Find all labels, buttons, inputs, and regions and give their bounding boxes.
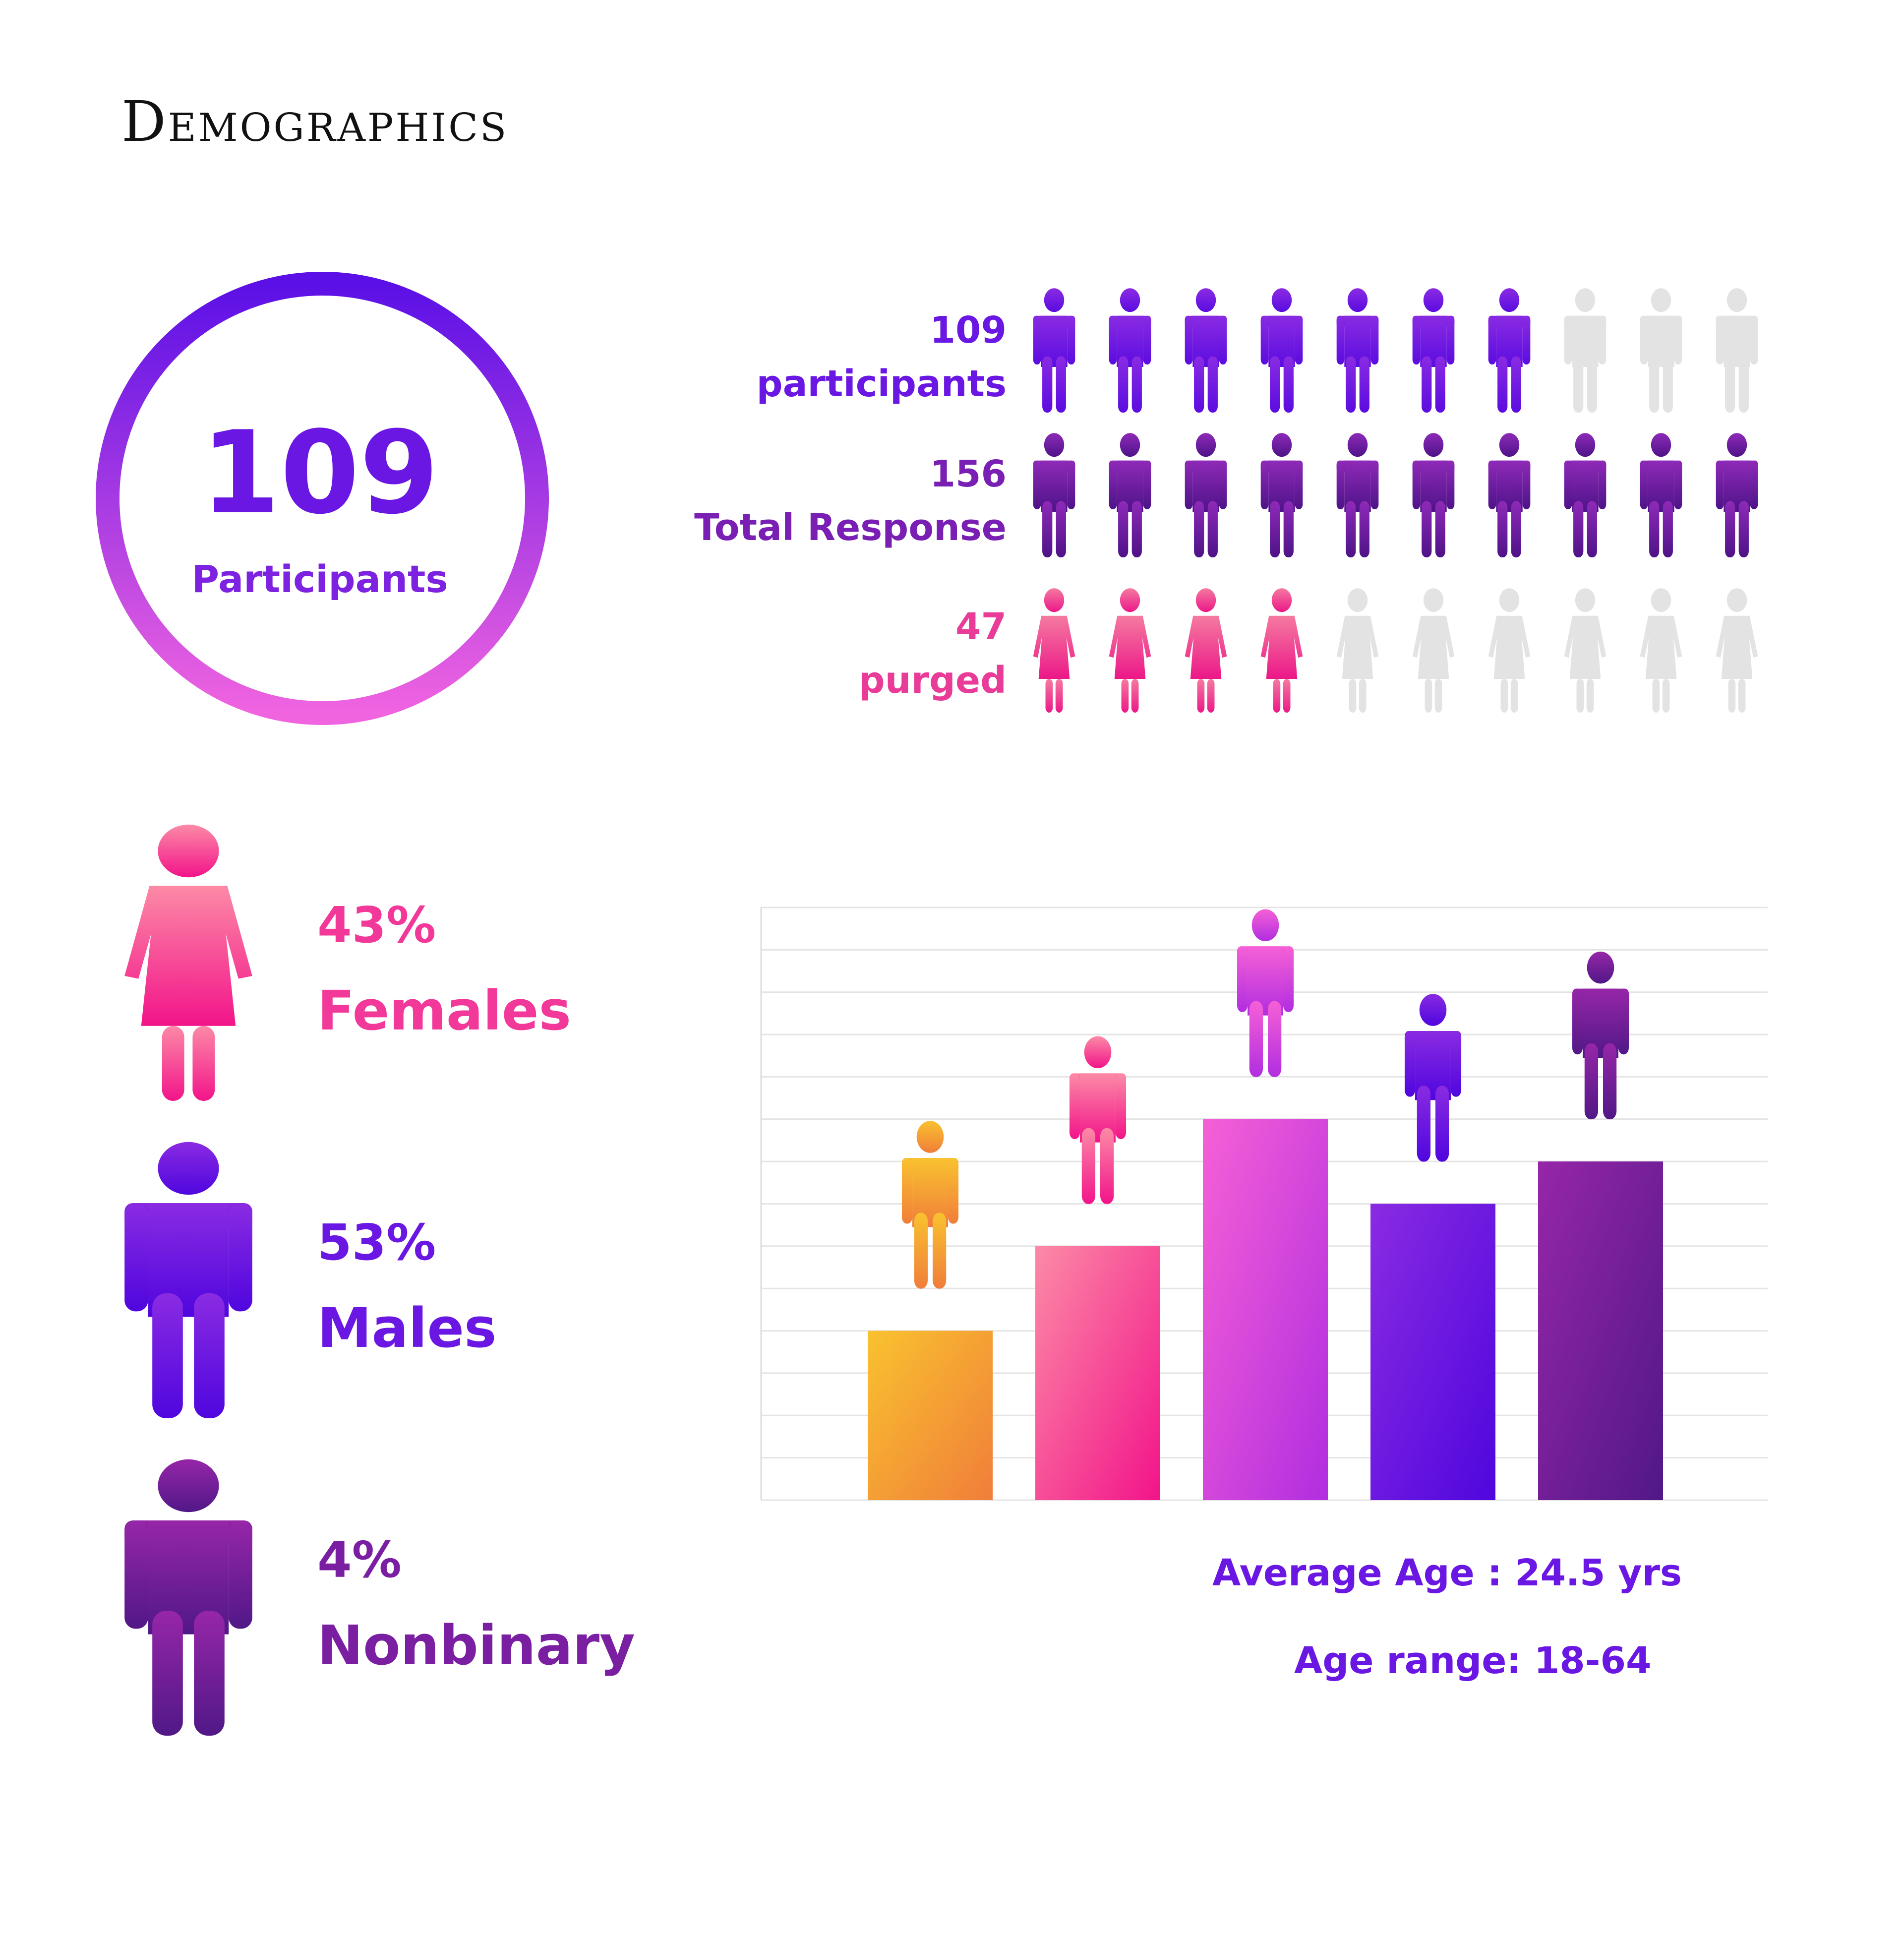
gender-percent: 53% — [317, 1213, 436, 1271]
bar-person-icon — [1237, 909, 1294, 1077]
active-male-person-icon — [1412, 433, 1455, 557]
active-male-person-icon — [1412, 288, 1455, 413]
inactive-female-person-icon — [1564, 588, 1606, 713]
active-male-person-icon — [1640, 433, 1682, 557]
active-male-person-icon — [1488, 433, 1531, 557]
inactive-male-person-icon — [1564, 288, 1606, 413]
stat-participants: 109 participants — [757, 303, 1007, 411]
bar — [868, 1331, 993, 1500]
bar-person-icon — [1404, 994, 1462, 1162]
inactive-male-person-icon — [1640, 288, 1682, 413]
active-male-person-icon — [1564, 433, 1606, 557]
gender-females: 43% Females — [317, 897, 571, 1042]
age-bar-chart — [760, 907, 1768, 1501]
response-pictogram — [1033, 288, 1758, 713]
bar — [1370, 1204, 1495, 1500]
female-person-icon — [124, 824, 252, 1101]
stat-label: purged — [858, 659, 1007, 702]
gender-label: Males — [317, 1296, 497, 1360]
inactive-female-person-icon — [1716, 588, 1758, 713]
male-person-icon — [124, 1142, 252, 1418]
gender-males: 53% Males — [317, 1214, 496, 1360]
active-female-person-icon — [1109, 588, 1151, 713]
active-female-person-icon — [1260, 588, 1303, 713]
bar-person-icon — [1069, 1036, 1127, 1204]
active-male-person-icon — [1109, 433, 1151, 557]
stat-purged: 47 purged — [859, 600, 1007, 707]
active-male-person-icon — [1033, 433, 1075, 557]
stat-value: 109 — [930, 309, 1007, 352]
active-male-person-icon — [1260, 288, 1303, 413]
stat-label: participants — [756, 363, 1007, 405]
person-icon — [124, 1459, 252, 1736]
stat-value: 47 — [955, 605, 1007, 648]
bar — [1203, 1119, 1328, 1500]
bar — [1538, 1161, 1663, 1500]
stat-value: 156 — [930, 453, 1007, 495]
gender-percent: 4% — [317, 1531, 402, 1589]
age-range: Age range: 18-64 — [1294, 1639, 1652, 1682]
participants-label: Participants — [191, 557, 448, 601]
inactive-female-person-icon — [1412, 588, 1455, 713]
page-title: Demographics — [121, 90, 509, 154]
gender-percent: 43% — [317, 896, 436, 954]
inactive-female-person-icon — [1488, 588, 1531, 713]
active-male-person-icon — [1109, 288, 1151, 413]
average-age: Average Age : 24.5 yrs — [1212, 1552, 1682, 1594]
active-male-person-icon — [1185, 433, 1227, 557]
stat-label: Total Response — [694, 506, 1007, 549]
inactive-female-person-icon — [1336, 588, 1379, 713]
active-male-person-icon — [1033, 288, 1075, 413]
bar-person-icon — [1572, 951, 1629, 1120]
participants-ring — [96, 272, 549, 725]
active-male-person-icon — [1336, 288, 1379, 413]
gender-icons — [124, 824, 252, 1736]
active-male-person-icon — [1185, 288, 1227, 413]
stat-total-response: 156 Total Response — [694, 447, 1007, 554]
inactive-female-person-icon — [1640, 588, 1682, 713]
active-female-person-icon — [1185, 588, 1227, 713]
bar-person-icon — [901, 1121, 959, 1289]
gender-nonbinary: 4% Nonbinary — [317, 1531, 635, 1677]
bar — [1035, 1246, 1160, 1500]
inactive-male-person-icon — [1716, 288, 1758, 413]
active-female-person-icon — [1033, 588, 1075, 713]
active-male-person-icon — [1716, 433, 1758, 557]
active-male-person-icon — [1488, 288, 1531, 413]
active-male-person-icon — [1260, 433, 1303, 557]
participants-count: 109 — [200, 407, 439, 540]
gender-label: Nonbinary — [317, 1614, 635, 1677]
active-male-person-icon — [1336, 433, 1379, 557]
gender-label: Females — [317, 979, 571, 1042]
